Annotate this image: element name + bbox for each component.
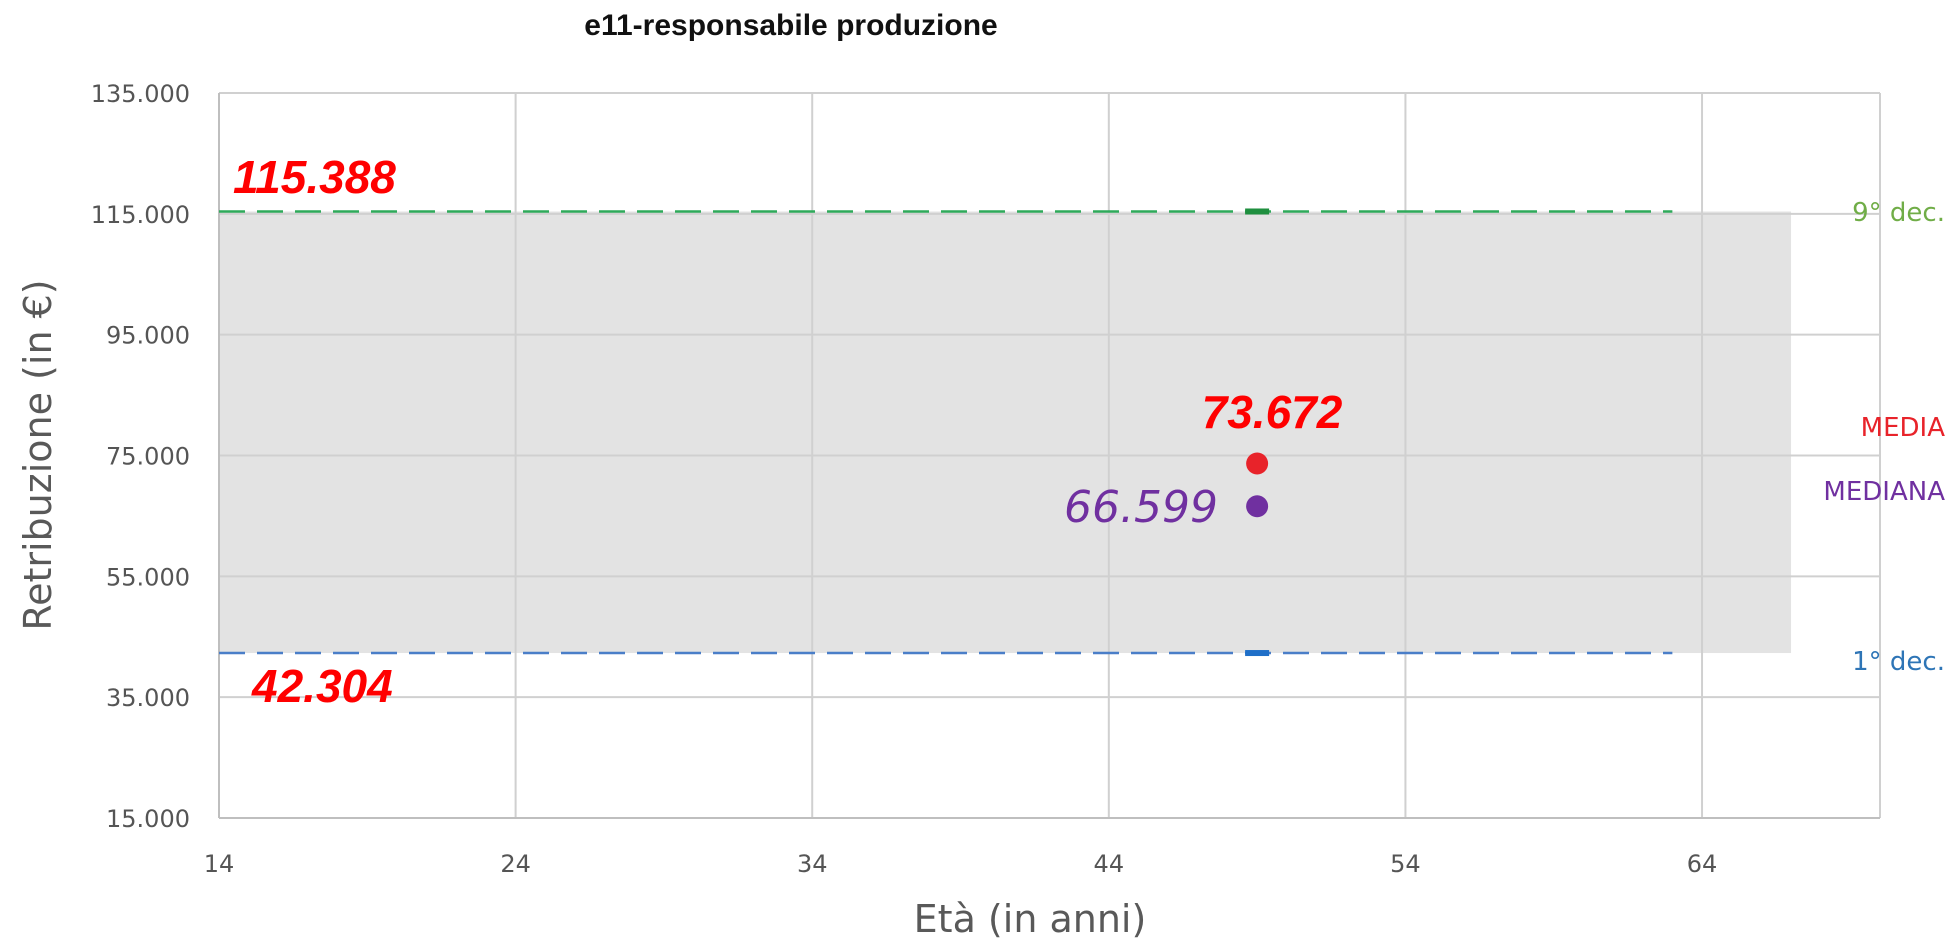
- mean-point: [1246, 452, 1269, 475]
- chart-title: e11-responsabile produzione: [584, 9, 997, 42]
- x-tick-label: 54: [1390, 850, 1421, 878]
- x-tick-label: 64: [1687, 850, 1718, 878]
- y-axis-title: Retribuzione (in €): [16, 279, 60, 630]
- decile-band: [219, 211, 1792, 654]
- x-tick-label: 44: [1094, 850, 1125, 878]
- x-tick-label: 14: [204, 850, 235, 878]
- y-tick-label: 55.000: [106, 563, 190, 591]
- decile-value-label: 42.304: [251, 660, 393, 712]
- decile-marker: [1245, 208, 1270, 215]
- mean-value-label: 73.672: [1202, 386, 1343, 438]
- x-axis-title: Età (in anni): [914, 897, 1147, 941]
- x-tick-label: 24: [500, 850, 531, 878]
- y-tick-label: 75.000: [106, 443, 190, 471]
- decile-name-label: 1° dec.: [1852, 647, 1945, 677]
- median-point: [1246, 495, 1269, 518]
- median-value-label: 66.599: [1064, 482, 1218, 533]
- decile-name-label: 9° dec.: [1852, 198, 1945, 228]
- decile-value-label: 115.388: [233, 151, 396, 203]
- y-tick-label: 35.000: [106, 684, 190, 712]
- decile-marker: [1245, 650, 1270, 657]
- median-name-label: MEDIANA: [1823, 477, 1945, 507]
- y-tick-label: 95.000: [106, 322, 190, 350]
- y-tick-label: 135.000: [91, 80, 190, 108]
- y-tick-label: 15.000: [106, 805, 190, 833]
- y-tick-label: 115.000: [91, 201, 190, 229]
- mean-name-label: MEDIA: [1861, 413, 1946, 443]
- x-tick-label: 34: [797, 850, 828, 878]
